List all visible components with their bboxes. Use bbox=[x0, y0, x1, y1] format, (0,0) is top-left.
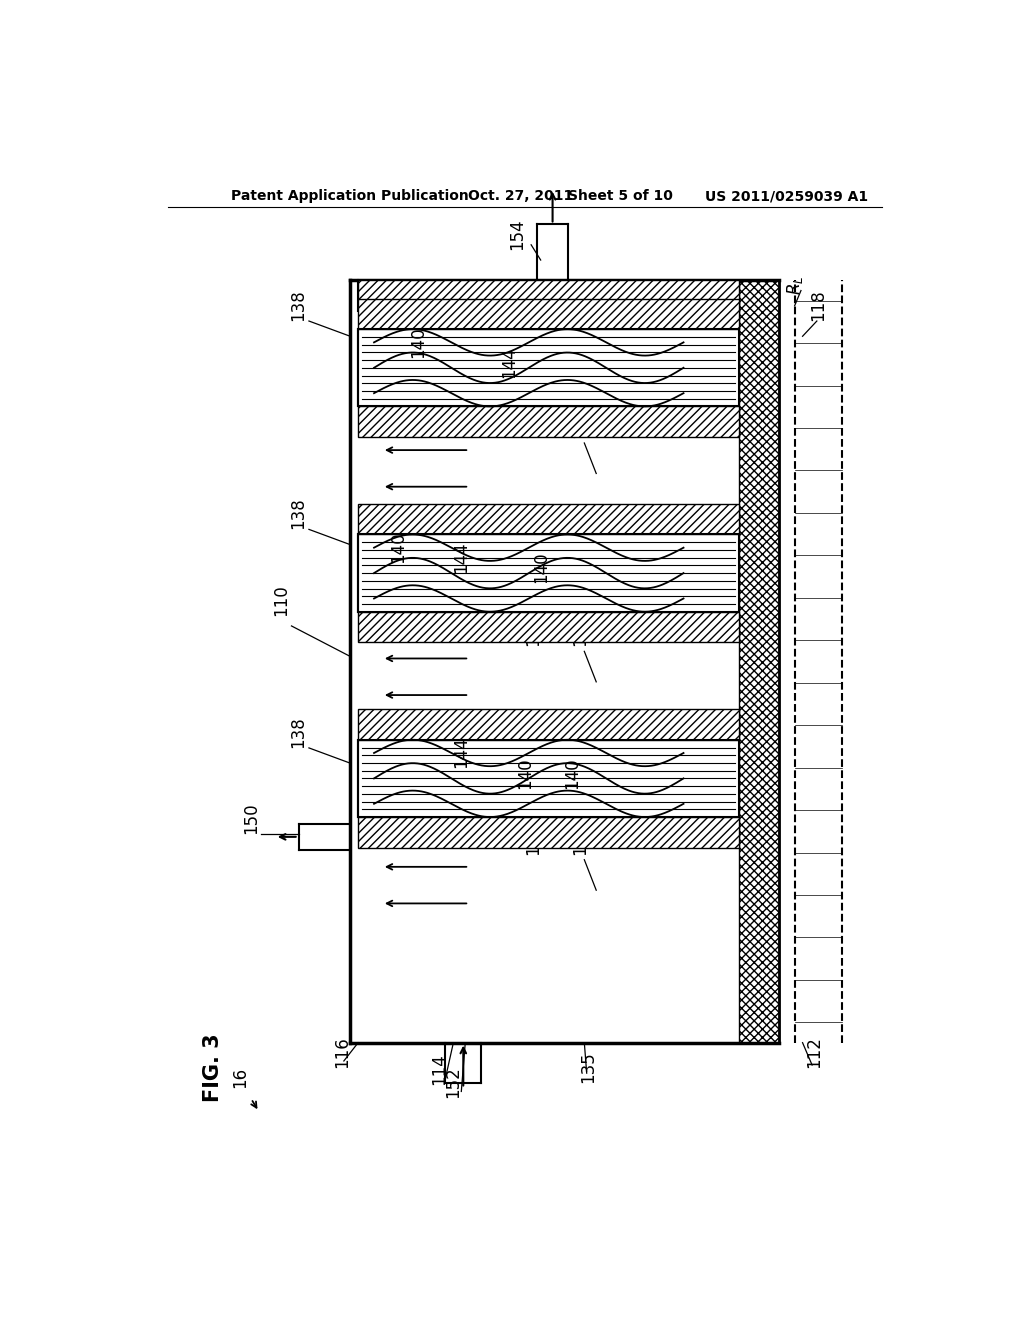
Text: 118: 118 bbox=[809, 289, 827, 321]
Text: 152: 152 bbox=[444, 1065, 463, 1097]
Text: 140: 140 bbox=[563, 756, 582, 788]
Bar bbox=[358, 739, 739, 817]
Bar bbox=[358, 535, 739, 611]
Text: 154: 154 bbox=[508, 218, 526, 249]
Text: 138: 138 bbox=[290, 289, 307, 321]
Text: 142: 142 bbox=[523, 822, 542, 854]
Text: 112: 112 bbox=[806, 1036, 823, 1068]
Text: Oct. 27, 2011: Oct. 27, 2011 bbox=[468, 189, 573, 203]
Text: 16: 16 bbox=[231, 1068, 249, 1089]
Bar bbox=[358, 329, 739, 407]
Text: Sheet 5 of 10: Sheet 5 of 10 bbox=[567, 189, 673, 203]
Text: 146: 146 bbox=[571, 407, 590, 438]
Text: 140: 140 bbox=[409, 326, 427, 358]
Text: US 2011/0259039 A1: US 2011/0259039 A1 bbox=[706, 189, 868, 203]
Text: 142: 142 bbox=[523, 407, 542, 438]
Text: 144: 144 bbox=[453, 541, 470, 573]
Text: 110: 110 bbox=[272, 583, 290, 615]
Text: $R_L$: $R_L$ bbox=[784, 276, 805, 296]
Text: 138: 138 bbox=[290, 498, 307, 529]
Text: 138: 138 bbox=[290, 717, 307, 748]
Text: FIG. 3: FIG. 3 bbox=[204, 1034, 223, 1102]
Text: 144: 144 bbox=[453, 737, 470, 768]
Text: 140: 140 bbox=[531, 552, 550, 583]
Bar bbox=[358, 611, 739, 643]
Text: 142: 142 bbox=[523, 615, 542, 647]
Text: 144: 144 bbox=[500, 346, 518, 378]
Bar bbox=[358, 280, 739, 312]
Text: Patent Application Publication: Patent Application Publication bbox=[231, 189, 469, 203]
Bar bbox=[358, 817, 739, 847]
Text: 114: 114 bbox=[430, 1053, 449, 1085]
Text: 150: 150 bbox=[242, 803, 260, 834]
Bar bbox=[358, 407, 739, 437]
Text: 116: 116 bbox=[333, 1036, 351, 1068]
Bar bbox=[358, 504, 739, 535]
Bar bbox=[358, 298, 739, 329]
Bar bbox=[358, 709, 739, 739]
Text: 146: 146 bbox=[571, 822, 590, 854]
Text: 135: 135 bbox=[580, 1052, 597, 1084]
Text: 140: 140 bbox=[516, 756, 534, 788]
Bar bbox=[739, 280, 779, 1043]
Text: 140: 140 bbox=[389, 532, 407, 562]
Text: 146: 146 bbox=[571, 615, 590, 647]
